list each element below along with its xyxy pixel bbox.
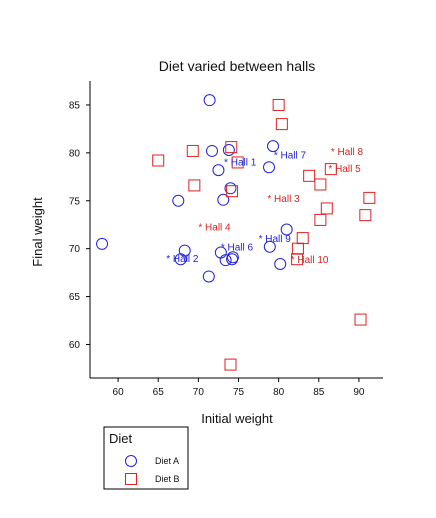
x-tick-label: 80: [273, 387, 285, 398]
diet-b-point: [225, 141, 238, 154]
hall-annotations: * Hall 1 * Hall 2 * Hall 3 * Hall 4 * Hall 5…: [166, 147, 363, 266]
hall-label: * Hall 1: [224, 157, 257, 168]
diet-b-point: [291, 253, 304, 266]
diet-b-point: [291, 242, 304, 255]
x-ticks: 60 65 70 75 80 85 90: [113, 378, 365, 398]
x-axis-label: Initial weight: [201, 411, 273, 426]
diet-b-point: [226, 185, 239, 198]
hall-label: * Hall 5: [328, 164, 361, 175]
y-tick-label: 75: [69, 196, 81, 207]
y-tick-label: 65: [69, 292, 81, 303]
diet-b-point: [354, 313, 367, 326]
legend-marker-diet-b: [125, 473, 137, 485]
diet-b-point: [359, 209, 372, 222]
diet-a-point: [203, 94, 216, 107]
x-tick-label: 70: [193, 387, 205, 398]
diet-b-point: [152, 154, 165, 167]
diet-b-point: [275, 118, 288, 131]
legend: Diet Diet A Diet B: [103, 426, 189, 490]
x-tick-label: 85: [313, 387, 325, 398]
diet-b-point: [324, 163, 337, 176]
diet-b-point: [363, 191, 376, 204]
legend-title: Diet: [109, 431, 133, 446]
diet-a-point: [206, 144, 219, 157]
diet-a-point: [96, 237, 109, 250]
diet-a-point: [202, 270, 215, 283]
hall-label: * Hall 2: [166, 254, 199, 265]
y-axis-label: Final weight: [30, 197, 45, 267]
x-tick-label: 75: [233, 387, 245, 398]
diet-a-point: [174, 253, 187, 266]
chart-title: Diet varied between halls: [159, 58, 315, 74]
diet-b-point: [320, 202, 333, 215]
legend-label-diet-b: Diet B: [155, 474, 180, 484]
legend-marker-diet-a: [125, 455, 137, 467]
diet-b-point: [303, 169, 316, 182]
y-tick-label: 85: [69, 100, 81, 111]
diet-a-point: [224, 182, 237, 195]
x-tick-label: 60: [113, 387, 125, 398]
diet-a-point: [217, 193, 230, 206]
y-ticks: 60 65 70 75 80 85: [69, 100, 90, 351]
hall-label: * Hall 8: [331, 147, 364, 158]
diet-b-point: [314, 213, 327, 226]
legend-label-diet-a: Diet A: [155, 456, 179, 466]
hall-label: * Hall 4: [198, 223, 231, 234]
x-tick-label: 65: [153, 387, 165, 398]
diet-b-point: [272, 98, 285, 111]
diet-a-point: [219, 254, 232, 267]
diet-a-point: [212, 164, 225, 177]
diet-a-point: [280, 223, 293, 236]
data-points: [96, 94, 376, 371]
diet-a-point: [263, 240, 276, 253]
hall-label: * Hall 9: [259, 234, 292, 245]
diet-b-point: [188, 179, 201, 192]
hall-label: * Hall 7: [274, 151, 307, 162]
y-tick-label: 60: [69, 340, 81, 351]
hall-label: * Hall 10: [291, 255, 329, 266]
x-tick-label: 90: [353, 387, 365, 398]
hall-label: * Hall 6: [221, 243, 254, 254]
hall-label: * Hall 3: [267, 194, 300, 205]
y-tick-label: 80: [69, 148, 81, 159]
diet-a-point: [226, 251, 239, 264]
diet-a-point: [267, 140, 280, 153]
diet-a-point: [274, 257, 287, 270]
legend-box: [103, 426, 189, 490]
diet-a-point: [263, 161, 276, 174]
diet-b-point: [231, 156, 244, 169]
diet-b-point: [186, 144, 199, 157]
diet-b-point: [224, 358, 237, 371]
diet-a-point: [222, 143, 235, 156]
diet-a-point: [172, 194, 185, 207]
diet-b-point: [296, 232, 309, 245]
diet-b-point: [314, 178, 327, 191]
y-tick-label: 70: [69, 244, 81, 255]
